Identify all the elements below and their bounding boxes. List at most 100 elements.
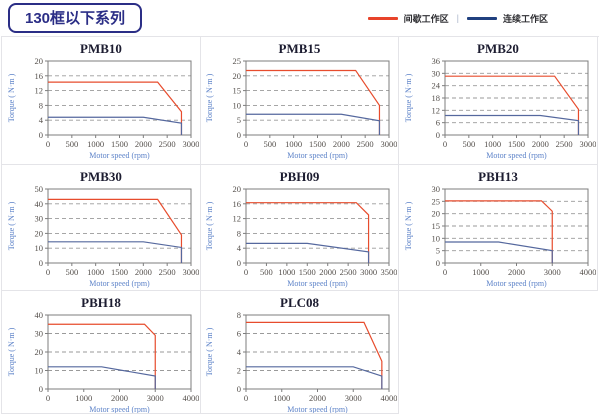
- y-axis-label: Torque ( N·m ): [7, 327, 16, 376]
- x-tick-label: 500: [462, 139, 475, 149]
- x-tick-label: 4000: [182, 393, 199, 403]
- y-axis-label: Torque ( N·m ): [404, 201, 413, 250]
- y-tick-label: 10: [233, 100, 242, 110]
- x-tick-label: 1500: [309, 139, 326, 149]
- y-tick-label: 10: [431, 233, 440, 243]
- legend-line-intermittent: [367, 16, 398, 20]
- series-line: [47, 81, 182, 135]
- y-tick-label: 16: [34, 71, 43, 81]
- empty-cell: [399, 291, 598, 414]
- y-tick-label: 8: [237, 228, 241, 238]
- chart-title: PLC08: [280, 295, 319, 310]
- y-tick-label: 24: [431, 81, 440, 91]
- y-tick-label: 6: [237, 329, 241, 339]
- y-tick-label: 0: [435, 258, 439, 268]
- x-tick-label: 3000: [579, 139, 596, 149]
- chart-cell-pmb10: PMB10 0 500 1000 1500 2000 2500 3000 0 4 8 12 16 20 M…: [2, 37, 201, 165]
- y-tick-label: 0: [38, 384, 42, 394]
- x-tick-label: 2000: [111, 393, 128, 403]
- y-tick-label: 15: [233, 86, 242, 96]
- x-tick-label: 0: [442, 267, 446, 277]
- chart-canvas-pmb30: 0 500 1000 1500 2000 2500 3000 0 10 20 30 40 50 Motor…: [7, 184, 199, 288]
- chart-title: PMB20: [477, 41, 519, 56]
- plot-border: [245, 188, 390, 264]
- x-tick-label: 1500: [111, 267, 128, 277]
- series-line: [47, 241, 182, 263]
- chart-canvas-pmb10: 0 500 1000 1500 2000 2500 3000 0 4 8 12 16 20 Motor s…: [7, 56, 199, 160]
- y-tick-label: 5: [435, 246, 439, 256]
- plot-border: [245, 60, 390, 136]
- y-tick-label: 5: [237, 115, 241, 125]
- x-tick-label: 2000: [134, 139, 151, 149]
- y-tick-label: 30: [431, 184, 440, 194]
- chart-title: PBH09: [279, 169, 320, 184]
- x-tick-label: 3500: [381, 267, 398, 277]
- y-tick-label: 30: [34, 329, 43, 339]
- x-tick-label: 500: [260, 267, 273, 277]
- x-axis-label: Motor speed (rpm): [89, 279, 150, 288]
- y-tick-label: 20: [233, 71, 242, 81]
- x-tick-label: 1500: [508, 139, 525, 149]
- y-tick-label: 20: [431, 209, 440, 219]
- x-tick-label: 1000: [75, 393, 92, 403]
- plot-border: [47, 60, 191, 136]
- chart-canvas-pbh13: 0 1000 2000 3000 4000 0 5 10 15 20 25 30 Motor speed…: [404, 184, 596, 288]
- x-tick-label: 2500: [555, 139, 572, 149]
- x-tick-label: 0: [244, 139, 248, 149]
- series-line: [47, 366, 156, 389]
- chart-title: PBH18: [81, 295, 121, 310]
- legend-label-continuous: 连续工作区: [502, 13, 548, 24]
- x-tick-label: 1000: [285, 139, 302, 149]
- y-tick-label: 36: [431, 56, 440, 66]
- x-axis-label: Motor speed (rpm): [89, 405, 150, 414]
- x-tick-label: 4000: [579, 267, 596, 277]
- x-tick-label: 2500: [357, 139, 374, 149]
- y-tick-label: 50: [34, 184, 43, 194]
- y-tick-label: 20: [233, 184, 242, 194]
- plot-border: [47, 188, 191, 264]
- x-tick-label: 1000: [484, 139, 501, 149]
- y-tick-label: 15: [431, 221, 440, 231]
- x-tick-label: 1000: [278, 267, 295, 277]
- series-line: [47, 116, 182, 135]
- chart-title: PMB15: [278, 41, 321, 56]
- x-tick-label: 500: [263, 139, 276, 149]
- y-tick-label: 40: [34, 310, 43, 320]
- y-tick-label: 12: [34, 86, 43, 96]
- x-tick-label: 0: [442, 139, 446, 149]
- y-axis-label: Torque ( N·m ): [7, 201, 16, 250]
- y-tick-label: 20: [34, 56, 43, 66]
- y-tick-label: 0: [237, 384, 241, 394]
- x-tick-label: 3000: [381, 139, 398, 149]
- chart-canvas-pbh18: 0 1000 2000 3000 4000 0 10 20 30 40 Motor speed (r…: [7, 310, 199, 414]
- x-tick-label: 3000: [182, 267, 199, 277]
- legend-separator: |: [456, 13, 459, 23]
- x-tick-label: 1000: [87, 267, 104, 277]
- y-axis-label: Torque ( N·m ): [205, 327, 214, 376]
- y-axis-label: Torque ( N·m ): [7, 73, 16, 122]
- y-tick-label: 4: [237, 347, 242, 357]
- x-tick-label: 0: [45, 139, 49, 149]
- x-tick-label: 1000: [472, 267, 489, 277]
- y-tick-label: 25: [431, 196, 440, 206]
- page-header: 130框以下系列 间歇工作区 | 连续工作区: [0, 0, 600, 36]
- x-tick-label: 3000: [360, 267, 377, 277]
- series-line: [444, 241, 553, 263]
- series-line: [444, 75, 579, 135]
- chart-cell-plc08: PLC08 0 1000 2000 3000 4000 0 2 4 6 8 Motor speed …: [201, 291, 399, 414]
- x-tick-label: 2000: [333, 139, 350, 149]
- x-tick-label: 2000: [134, 267, 151, 277]
- x-tick-label: 0: [244, 393, 248, 403]
- y-tick-label: 4: [38, 115, 43, 125]
- x-axis-label: Motor speed (rpm): [287, 405, 348, 414]
- series-line: [246, 113, 381, 135]
- x-tick-label: 1000: [273, 393, 290, 403]
- x-tick-label: 4000: [381, 393, 398, 403]
- legend: 间歇工作区 | 连续工作区: [367, 12, 548, 25]
- y-tick-label: 10: [34, 366, 43, 376]
- series-line: [246, 242, 370, 263]
- y-tick-label: 0: [237, 130, 241, 140]
- series-line: [444, 114, 579, 135]
- y-tick-label: 18: [431, 93, 440, 103]
